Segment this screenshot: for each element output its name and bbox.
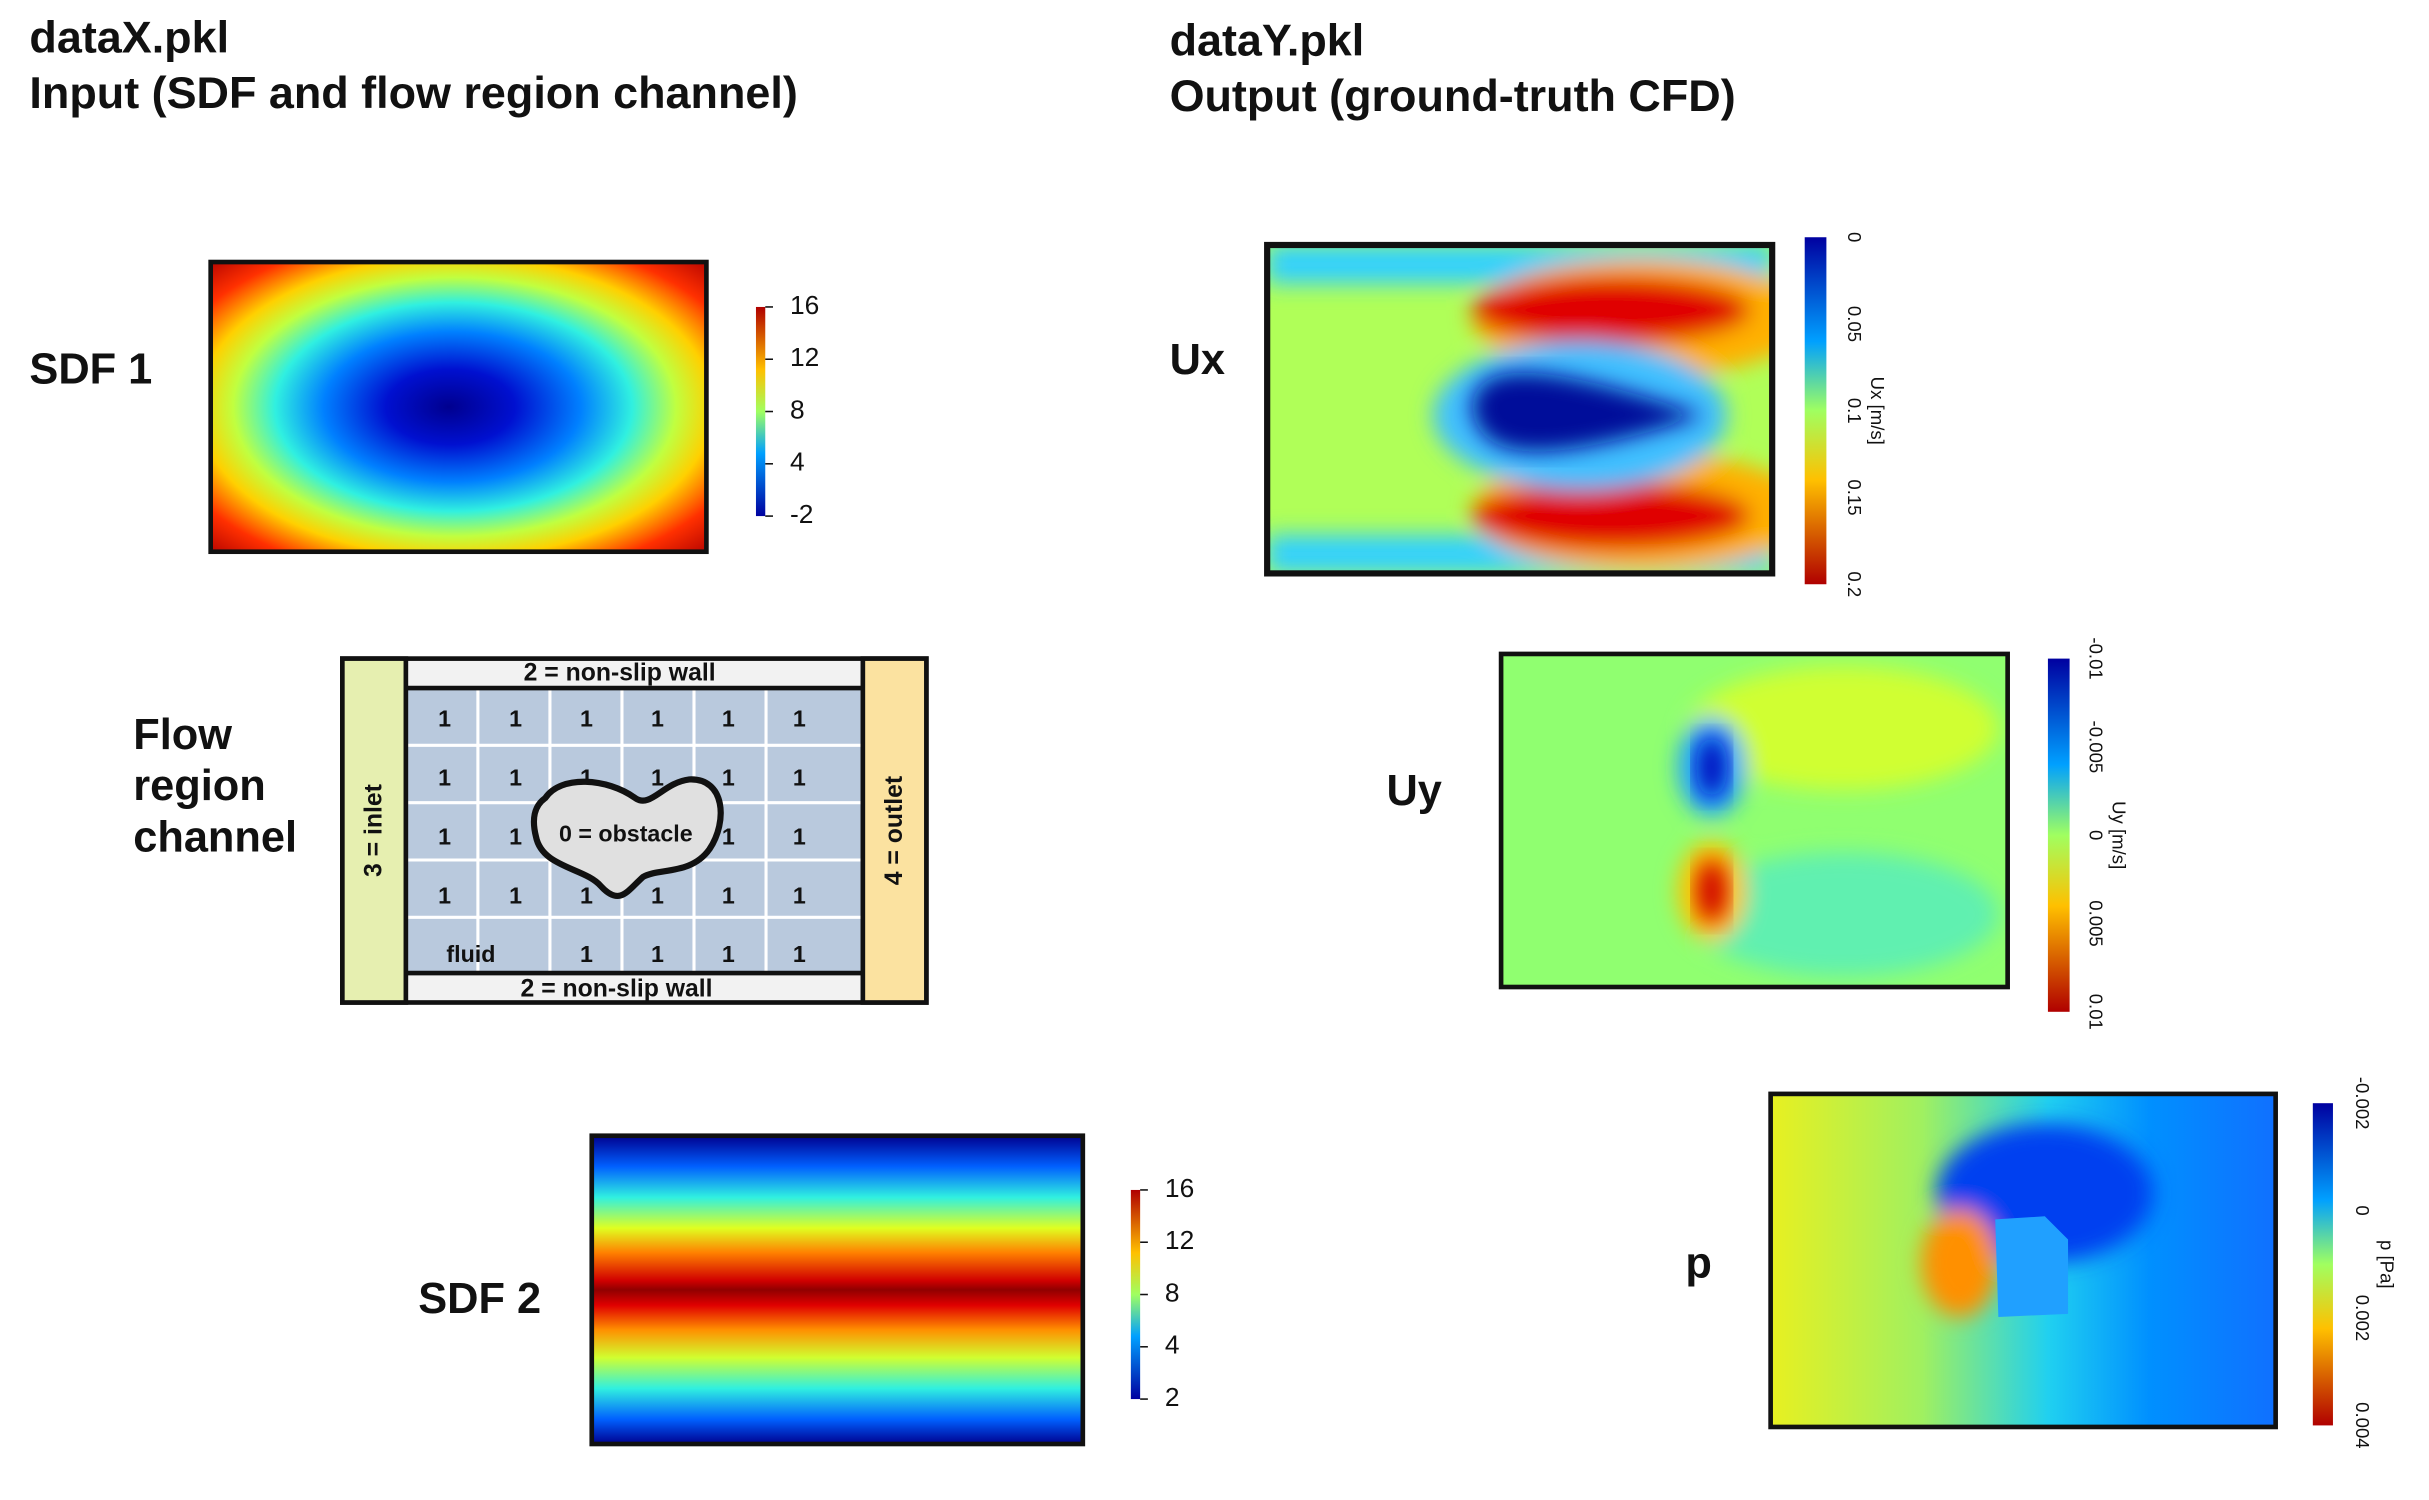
cell-label: 1 <box>651 941 664 967</box>
cell-label: 1 <box>722 765 735 791</box>
colorbar-title: p [Pa] <box>2377 1240 2398 1289</box>
outlet-label: 4 = outlet <box>881 776 908 885</box>
cell-label: 1 <box>509 882 522 908</box>
flow-label-line: region <box>133 762 265 810</box>
cell-label: 1 <box>580 941 593 967</box>
cell-label: 1 <box>651 706 664 732</box>
colorbar-tick-label: -0.005 <box>2085 721 2106 774</box>
cell-label: 1 <box>509 823 522 849</box>
ux-field <box>1267 244 1773 574</box>
cell-label: 1 <box>651 882 664 908</box>
cell-label: 1 <box>793 823 806 849</box>
inlet <box>340 656 409 1005</box>
colorbar-tick-label: 0 <box>2085 830 2106 840</box>
left-subtitle: Input (SDF and flow region channel) <box>29 67 797 118</box>
flow-label-line: Flow <box>133 711 232 759</box>
colorbar-tick-label: 4 <box>1165 1330 1180 1360</box>
ux-frame <box>1264 241 1776 577</box>
colorbar-tick-label: 0 <box>2352 1205 2373 1215</box>
cell-label: 1 <box>509 765 522 791</box>
colorbar-tick-label: -0.002 <box>2352 1077 2373 1130</box>
cell-label: 1 <box>793 882 806 908</box>
right-title: dataY.pkl <box>1170 14 1365 65</box>
colorbar-tick-label: 8 <box>790 394 805 424</box>
cell-label: 1 <box>793 706 806 732</box>
colorbar-tick-label: 0.05 <box>1844 306 1865 342</box>
colorbar-tick-label: 16 <box>790 290 819 320</box>
p-frame <box>1768 1091 2278 1430</box>
sdf2-label: SDF 2 <box>418 1275 541 1323</box>
colorbar <box>2047 658 2070 1012</box>
colorbar-tick-label: 0.1 <box>1844 398 1865 424</box>
colorbar-tick-label: 8 <box>1165 1277 1180 1307</box>
cell-label: fluid <box>446 941 495 967</box>
colorbar-tick-label: 0.005 <box>2085 900 2106 947</box>
uy-label: Uy <box>1386 767 1441 815</box>
colorbar-tick-label: 0 <box>1844 232 1865 242</box>
cell-label: 1 <box>722 882 735 908</box>
cell-label: 1 <box>509 706 522 732</box>
flow-diagram: 2 = non-slip wall 2 = non-slip wall 3 = … <box>340 656 929 1005</box>
colorbar-tick-label: 0.004 <box>2352 1402 2373 1449</box>
colorbar-tick-label: 0.01 <box>2085 994 2106 1030</box>
inlet-label: 3 = inlet <box>360 784 387 877</box>
colorbar-title: Ux [m/s] <box>1867 377 1888 445</box>
cell-label: 1 <box>580 882 593 908</box>
colorbar-tick-label: -2 <box>790 499 813 529</box>
outlet <box>860 656 929 1005</box>
p-field <box>1770 1093 2276 1427</box>
cell-label: 1 <box>793 765 806 791</box>
cell-label: 1 <box>793 941 806 967</box>
cell-label: 1 <box>438 823 451 849</box>
colorbar-tick-label: 12 <box>1165 1225 1194 1255</box>
cell-label: 1 <box>438 706 451 732</box>
cell-label: 1 <box>651 765 664 791</box>
cell-label: 1 <box>438 765 451 791</box>
colorbar <box>2312 1103 2333 1426</box>
uy-frame <box>1498 651 2010 990</box>
sdf1-field <box>208 259 709 555</box>
sdf1-label: SDF 1 <box>29 345 152 393</box>
colorbar <box>755 306 766 517</box>
colorbar-tick-label: 16 <box>1165 1173 1194 1203</box>
cell-label: 1 <box>722 706 735 732</box>
uy-field <box>1501 653 2008 988</box>
colorbar <box>1804 237 1827 585</box>
p-label: p <box>1685 1239 1712 1287</box>
colorbar-tick-label: 0.2 <box>1844 571 1865 597</box>
obstacle-label: 0 = obstacle <box>559 820 693 846</box>
colorbar-tick-label: 12 <box>790 342 819 372</box>
colorbar-tick-label: 0.15 <box>1844 479 1865 515</box>
colorbar <box>1130 1189 1141 1400</box>
cell-label: 1 <box>722 941 735 967</box>
left-title: dataX.pkl <box>29 11 229 62</box>
ux-label: Ux <box>1170 336 1225 384</box>
obstacle <box>530 776 724 900</box>
bottom-wall-label: 2 = non-slip wall <box>521 976 713 1003</box>
cell-label: 1 <box>722 823 735 849</box>
colorbar-tick-label: 4 <box>790 447 805 477</box>
sdf2-field <box>589 1133 1086 1447</box>
cell-label: 1 <box>438 882 451 908</box>
colorbar-tick-label: 0.002 <box>2352 1295 2373 1342</box>
top-wall-label: 2 = non-slip wall <box>524 660 716 687</box>
flow-label-line: channel <box>133 813 297 861</box>
colorbar-tick-label: 2 <box>1165 1382 1180 1412</box>
cell-label: 1 <box>580 706 593 732</box>
colorbar-title: Uy [m/s] <box>2109 801 2130 869</box>
right-subtitle: Output (ground-truth CFD) <box>1170 70 1736 121</box>
colorbar-tick-label: -0.01 <box>2085 637 2106 679</box>
